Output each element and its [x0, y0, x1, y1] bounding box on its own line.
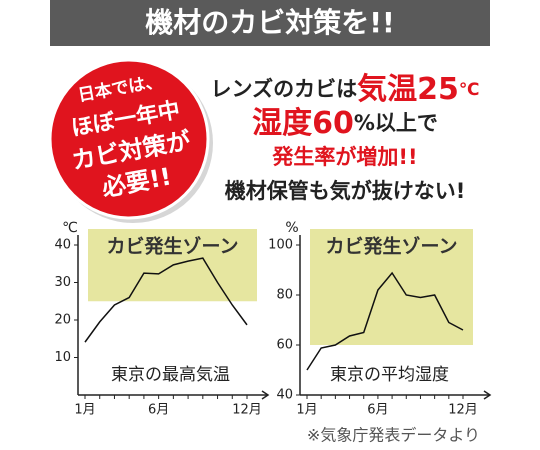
x-tick-label: 1月 — [74, 403, 95, 418]
x-tick-label: 12月 — [448, 403, 478, 418]
y-tick-label: 10 — [54, 350, 71, 365]
chart-title: 東京の最高気温 — [111, 365, 230, 385]
y-tick-label: 80 — [276, 288, 293, 303]
y-tick-label: 40 — [54, 238, 71, 253]
banner: 機材のカビ対策を!! — [145, 6, 395, 39]
y-tick-label: 20 — [54, 313, 71, 328]
headline-line: 機材保管も気が抜けない! — [225, 179, 466, 203]
axis-arrow — [483, 390, 492, 400]
footnote: ※気象庁発表データより — [307, 426, 480, 445]
zone-label: カビ発生ゾーン — [325, 235, 457, 258]
x-tick-label: 6月 — [367, 403, 388, 418]
y-tick-label: 30 — [54, 275, 71, 290]
banner-bg — [50, 0, 490, 46]
y-tick-label: 40 — [276, 388, 293, 403]
headline-segment: レンズのカビは — [211, 77, 358, 101]
badge — [48, 58, 210, 220]
headline-segment: 機材保管も気が抜けない! — [225, 179, 466, 203]
headline-line: レンズのカビは気温25℃ — [211, 72, 480, 107]
line — [306, 271, 464, 371]
x-tick-label: 1月 — [296, 403, 317, 418]
y-tick-label: 100 — [268, 238, 293, 253]
y-tick-label: 60 — [276, 338, 293, 353]
x-tick-label: 12月 — [232, 403, 262, 418]
zone — [310, 229, 473, 345]
line — [84, 257, 248, 343]
headline-line: 発生率が増加!! — [271, 145, 417, 169]
zone-label: カビ発生ゾーン — [106, 235, 238, 258]
headline-segment: 気温25 — [357, 72, 459, 107]
unit-label: ℃ — [62, 220, 78, 236]
headline-segment: 湿度60 — [252, 106, 354, 141]
headline-segment: %以上で — [354, 111, 438, 135]
unit-label: % — [285, 220, 298, 236]
headline-segment: ℃ — [459, 80, 480, 100]
headline-line: 湿度60%以上で — [252, 106, 438, 141]
x-tick-label: 6月 — [148, 403, 169, 418]
headline-segment: 発生率が増加!! — [271, 145, 417, 169]
axis-arrow — [261, 390, 270, 400]
chart-title: 東京の平均湿度 — [330, 365, 449, 385]
